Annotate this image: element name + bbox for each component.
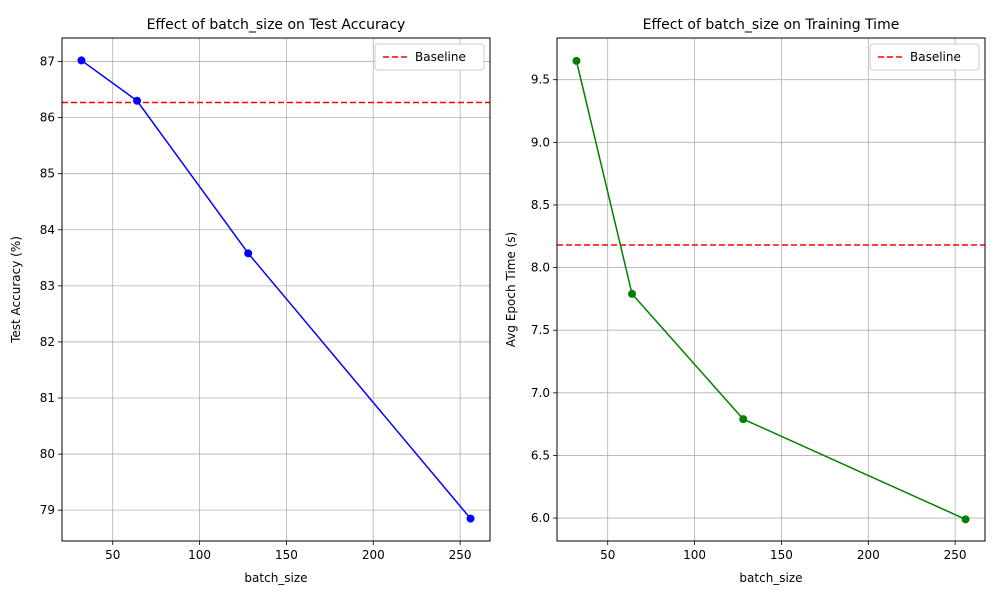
- y-tick-label: 9.0: [531, 135, 550, 149]
- y-tick-label: 9.5: [531, 73, 550, 87]
- y-tick-label: 83: [40, 279, 55, 293]
- chart-test-accuracy: 50 100 150 200 250 79 80 81 82 83 84 85 86 87 Effect o…: [9, 17, 491, 585]
- data-point: [739, 415, 748, 424]
- x-tick-label: 150: [275, 548, 298, 562]
- y-tick-label: 8.0: [531, 261, 550, 275]
- y-axis-label: Test Accuracy (%): [9, 236, 23, 344]
- x-tick-label: 50: [105, 548, 120, 562]
- y-tick-label: 79: [40, 503, 55, 517]
- x-axis-label: batch_size: [739, 571, 802, 585]
- legend-box: [374, 43, 485, 71]
- y-tick-label: 84: [40, 223, 55, 237]
- x-tick-label: 100: [683, 548, 706, 562]
- y-tick-label: 6.0: [531, 511, 550, 525]
- series-line: [81, 59, 472, 520]
- y-tick-label: 80: [40, 447, 55, 461]
- legend-label-baseline: Baseline: [910, 50, 961, 64]
- y-axis-label: Avg Epoch Time (s): [504, 232, 518, 347]
- chart-title: Effect of batch_size on Test Accuracy: [147, 17, 406, 33]
- legend-box: [869, 43, 980, 71]
- data-point: [628, 289, 637, 298]
- y-tick-label: 6.5: [531, 448, 550, 462]
- legend: Baseline: [374, 43, 485, 71]
- y-tick-label: 86: [40, 111, 55, 125]
- data-point: [961, 515, 970, 524]
- x-tick-label: 150: [770, 548, 793, 562]
- x-tick-label: 250: [944, 548, 967, 562]
- y-tick-label: 8.5: [531, 198, 550, 212]
- series-line: [575, 60, 966, 521]
- legend-label-baseline: Baseline: [415, 50, 466, 64]
- x-tick-label: 100: [188, 548, 211, 562]
- chart-title: Effect of batch_size on Training Time: [643, 17, 900, 33]
- y-tick-label: 82: [40, 335, 55, 349]
- data-point: [133, 96, 142, 105]
- x-tick-label: 250: [449, 548, 472, 562]
- axes-frame: [61, 37, 491, 542]
- data-point: [466, 514, 475, 523]
- x-tick-label: 200: [857, 548, 880, 562]
- y-tick-label: 87: [40, 55, 55, 69]
- legend: Baseline: [869, 43, 980, 71]
- axes-frame: [556, 37, 986, 542]
- y-tick-label: 7.0: [531, 386, 550, 400]
- chart-training-time: 50 100 150 200 250 6.0 6.5 7.0 7.5 8.0 8.5 9.0 9.5 Ef…: [504, 17, 986, 585]
- x-axis-label: batch_size: [244, 571, 307, 585]
- data-point: [244, 249, 253, 258]
- y-tick-label: 85: [40, 167, 55, 181]
- y-tick-label: 7.5: [531, 323, 550, 337]
- x-tick-label: 50: [600, 548, 615, 562]
- data-point: [572, 56, 581, 65]
- data-point: [77, 56, 86, 65]
- x-tick-label: 200: [362, 548, 385, 562]
- y-tick-label: 81: [40, 391, 55, 405]
